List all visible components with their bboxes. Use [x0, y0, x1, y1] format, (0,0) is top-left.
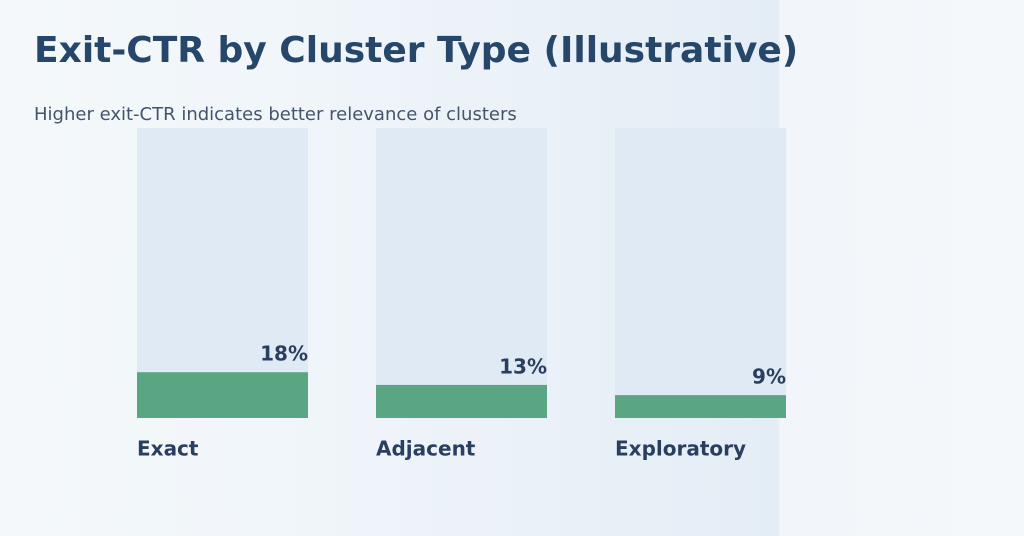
value-label: 18% — [260, 342, 308, 366]
bar-track — [376, 128, 547, 418]
chart-title: Exit-CTR by Cluster Type (Illustrative) — [34, 30, 798, 71]
bar — [376, 384, 547, 418]
chart-subtitle: Higher exit-CTR indicates better relevan… — [34, 104, 517, 125]
value-label: 13% — [499, 354, 547, 378]
bar-track — [137, 128, 308, 418]
value-label: 9% — [752, 365, 786, 389]
bar — [615, 395, 786, 418]
bar — [137, 372, 308, 418]
x-tick-label: Adjacent — [376, 437, 476, 461]
x-tick-label: Exploratory — [615, 437, 746, 461]
x-tick-label: Exact — [137, 437, 199, 461]
bar-track — [615, 128, 786, 418]
